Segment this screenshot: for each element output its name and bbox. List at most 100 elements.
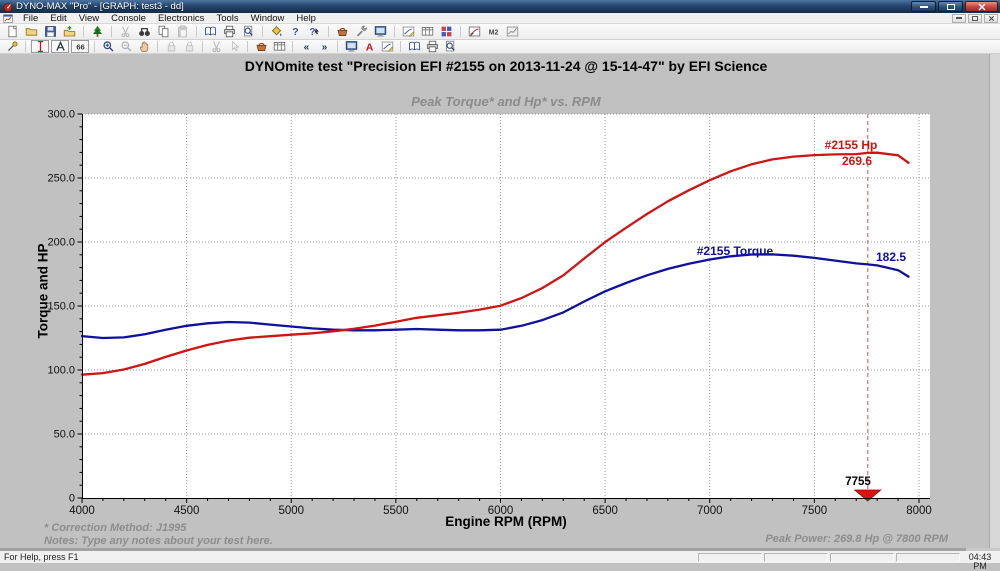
toolbar-separator [247,41,248,52]
ibeam-icon [37,40,43,53]
basket-graph-button[interactable] [252,40,270,53]
menu-item-console[interactable]: Console [111,12,146,24]
import-button[interactable] [60,25,79,39]
dock-pin-button[interactable] [3,40,21,53]
annotate-button[interactable] [378,40,396,53]
mdi-restore-button[interactable] [968,13,982,23]
hand-icon [139,41,148,52]
cut-icon [121,26,130,38]
menu-item-file[interactable]: File [23,12,39,24]
x-tick-label: 7000 [697,505,723,517]
data-table-button[interactable] [418,25,437,39]
save-button[interactable] [41,25,60,39]
m2-button[interactable]: M2 [484,25,503,39]
caliper-icon [55,40,65,51]
hp-series-label: #2155 Hp [824,138,878,152]
menu-item-edit[interactable]: Edit [50,12,67,24]
notebook-button[interactable] [201,25,220,39]
hp-curve [80,151,910,376]
print-graph-button[interactable] [423,40,441,53]
svg-text:»: » [321,42,326,53]
menu-item-tools[interactable]: Tools [216,12,239,24]
bucket-icon [271,26,282,37]
fill-button[interactable] [267,25,286,39]
pick-button [225,40,243,53]
menu-item-window[interactable]: Window [250,12,285,24]
copy-button[interactable] [154,25,173,39]
prev-run-button[interactable]: « [297,40,315,53]
menu-item-view[interactable]: View [78,12,100,24]
window-title: DYNO-MAX "Pro" - [GRAPH: test3 - dd] [16,1,184,12]
book-icon [408,41,420,51]
minimize-icon [919,5,928,8]
caliper-button[interactable] [51,40,69,53]
cursor-marker-icon[interactable] [853,489,882,502]
bottom-border-strip [0,548,1000,551]
menu-item-help[interactable]: Help [296,12,316,24]
new-button[interactable] [3,25,22,39]
edit-graph-button[interactable] [399,25,418,39]
x-tick-label: 4000 [69,505,95,517]
close-button[interactable] [965,1,998,12]
close-icon [977,2,986,11]
torque-cursor-value: 182.5 [875,250,907,264]
app-icon [3,2,13,12]
find-button[interactable] [135,25,154,39]
preview-icon [244,25,253,37]
glasses-66-button[interactable]: 66 [71,40,89,53]
toolbar-separator [337,41,338,52]
help-icon: ? [292,26,298,38]
menubar: File Edit View Console Electronics Tools Windo… [0,13,1000,24]
grid-config-button[interactable] [437,25,456,39]
zoom-in-button[interactable] [99,40,117,53]
m2-icon: M2 [489,29,499,36]
maximize-button[interactable] [938,1,963,12]
table-icon [421,27,434,36]
chart-button[interactable] [503,25,522,39]
x-tick-label: 7500 [802,505,828,517]
preview-icon [445,40,455,52]
basket-button[interactable] [333,25,352,39]
lock-x-button [162,40,180,53]
book-graph-button[interactable] [405,40,423,53]
monitor-icon [345,41,357,52]
main-toolbar: ?? M2 [0,24,1000,40]
print-button[interactable] [220,25,239,39]
torque-series-label: #2155 Torque [696,244,774,258]
next-run-button[interactable]: » [315,40,333,53]
lock-icon [185,41,193,52]
console-button[interactable] [371,25,390,39]
toolbar-separator [157,41,158,52]
mdi-close-button[interactable] [984,13,998,23]
y-tick-label: 150.0 [47,301,75,313]
toolbar-separator [94,41,95,52]
minimize-button[interactable] [911,1,936,12]
clip-button [207,40,225,53]
y-tick-label: 50.0 [54,429,75,441]
svg-text:?: ? [309,27,315,38]
console-graph-button[interactable] [342,40,360,53]
table-graph-button[interactable] [270,40,288,53]
x-tick-label: 5000 [278,505,304,517]
print-preview-button[interactable] [239,25,258,39]
test-notes: Notes: Type any notes about your test he… [44,535,273,547]
gauge-button[interactable] [465,25,484,39]
tree-view-button[interactable] [88,25,107,39]
mdi-minimize-button[interactable] [952,13,966,23]
menu-item-electronics[interactable]: Electronics [157,12,205,24]
cursor-ibeam-button[interactable] [31,40,49,53]
tools-button[interactable] [352,25,371,39]
preview-graph-button[interactable] [441,40,459,53]
font-button[interactable]: A [360,40,378,53]
open-button[interactable] [22,25,41,39]
status-panel-1 [698,552,762,562]
table-icon [273,42,285,51]
pan-button[interactable] [135,40,153,53]
context-help-button[interactable]: ? [305,25,324,39]
help-button[interactable]: ? [286,25,305,39]
titlebar: DYNO-MAX "Pro" - [GRAPH: test3 - dd] [0,0,1000,13]
toolbar-separator [25,41,26,52]
toolbar-separator [292,41,293,52]
toolbar-separator [83,26,84,37]
status-panel-3 [830,552,894,562]
